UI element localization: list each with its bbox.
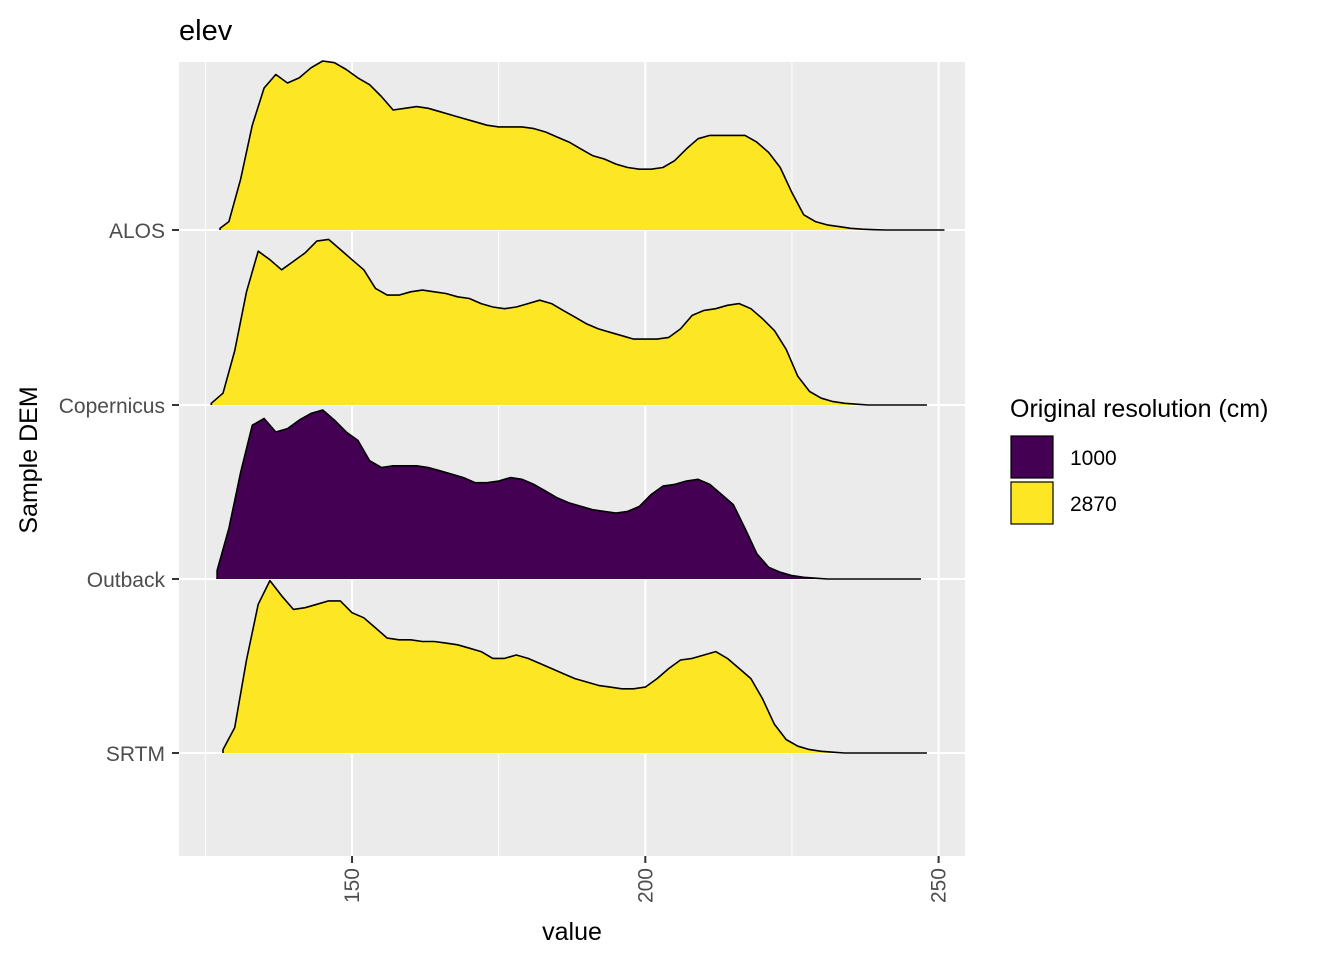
y-axis-title: Sample DEM [15,386,43,533]
ridge-series [210,60,945,754]
x-tick-label-150: 150 [341,868,364,903]
ridge-srtm [223,580,927,753]
legend-title: Original resolution (cm) [1010,395,1268,423]
legend: Original resolution (cm) 1000 2870 [1010,395,1268,525]
legend-swatch-2870 [1010,481,1054,525]
y-tick-label-outback: Outback [87,569,166,592]
x-tick-label-200: 200 [634,868,657,903]
axes: ALOS Copernicus Outback SRTM 150 200 250 [59,220,951,903]
ridge-outback [217,410,922,579]
ridge-outline-srtm [222,579,927,754]
legend-entries: 1000 2870 [1010,435,1117,525]
y-tick-label-copernicus: Copernicus [59,395,165,418]
chart-title: elev [179,15,233,47]
x-axis-title: value [542,918,602,946]
ridge-outline-copernicus [210,238,927,406]
ridge-outline-alos [219,60,945,231]
ridge-outline-outback [216,409,921,580]
ridge-copernicus [211,239,927,405]
ridge-alos [220,61,945,230]
legend-swatch-1000 [1010,435,1054,479]
legend-label-1000: 1000 [1070,447,1117,470]
y-tick-label-srtm: SRTM [106,743,165,766]
y-tick-label-alos: ALOS [109,220,165,243]
legend-label-2870: 2870 [1070,493,1117,516]
x-tick-label-250: 250 [928,868,951,903]
